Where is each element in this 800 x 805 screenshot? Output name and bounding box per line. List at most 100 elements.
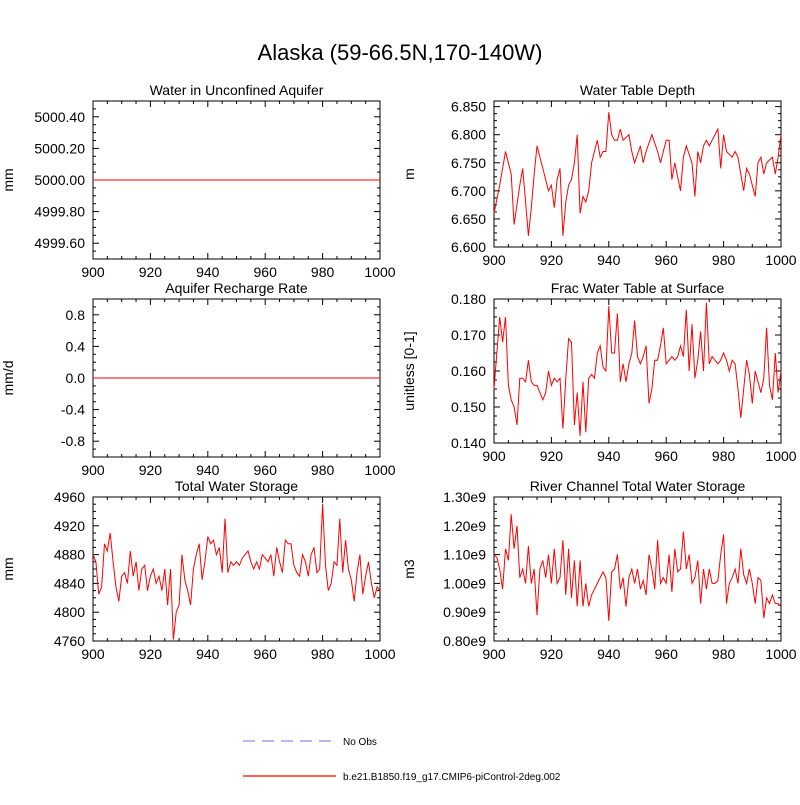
legend-model-label: b.e21.B1850.f19_g17.CMIP6-piControl-2deg… bbox=[343, 772, 561, 783]
panel-5: Total Water Storage mm 900 920 940 960 980 1000… bbox=[0, 478, 396, 662]
x-tick-label: 1000 bbox=[364, 462, 395, 478]
x-tick-label: 960 bbox=[655, 252, 679, 268]
panel-3: Aquifer Recharge Rate mm/d 900 920 940 960 980… bbox=[0, 280, 396, 478]
series-line bbox=[493, 302, 782, 436]
y-tick-label: 5000.20 bbox=[34, 140, 85, 156]
x-tick-label: 900 bbox=[81, 264, 105, 280]
x-tick-label: 920 bbox=[139, 646, 163, 662]
y-tick-label: 4880 bbox=[54, 547, 85, 563]
x-tick-label: 940 bbox=[597, 252, 621, 268]
y-axis-label: mm bbox=[0, 557, 16, 580]
y-tick-label: 5000.40 bbox=[34, 109, 85, 125]
y-tick-label: 1.00e9 bbox=[443, 575, 486, 591]
panel-1: Water in Unconfined Aquifer mm 900 920 940 96… bbox=[0, 82, 396, 280]
x-tick-label: 920 bbox=[139, 264, 163, 280]
x-tick-label: 940 bbox=[196, 264, 220, 280]
figure-title: Alaska (59-66.5N,170-140W) bbox=[257, 40, 543, 65]
y-tick-label: 0.4 bbox=[66, 338, 86, 354]
plot-frame bbox=[493, 100, 782, 248]
y-tick-label: 1.10e9 bbox=[443, 547, 486, 563]
x-tick-label: 940 bbox=[196, 646, 220, 662]
x-tick-label: 940 bbox=[597, 448, 621, 464]
y-tick-label: 0.140 bbox=[451, 435, 486, 451]
y-tick-label: 4800 bbox=[54, 604, 85, 620]
x-tick-label: 900 bbox=[482, 646, 506, 662]
x-tick-label: 920 bbox=[540, 646, 564, 662]
y-tick-label: 0.8 bbox=[66, 307, 86, 323]
y-tick-label: 0.150 bbox=[451, 399, 486, 415]
x-tick-label: 980 bbox=[311, 264, 335, 280]
x-tick-label: 960 bbox=[254, 462, 278, 478]
y-tick-label: 0.160 bbox=[451, 363, 486, 379]
y-tick-label: 0.90e9 bbox=[443, 604, 486, 620]
y-tick-label: 0.180 bbox=[451, 291, 486, 307]
legend: No Obs b.e21.B1850.f19_g17.CMIP6-piContr… bbox=[243, 737, 561, 783]
panel-title: River Channel Total Water Storage bbox=[530, 478, 746, 494]
plot-frame bbox=[92, 496, 381, 642]
y-tick-label: 1.30e9 bbox=[443, 489, 486, 505]
legend-no-obs-label: No Obs bbox=[343, 737, 377, 748]
x-tick-label: 1000 bbox=[364, 264, 395, 280]
y-tick-label: -0.4 bbox=[61, 402, 85, 418]
x-tick-label: 980 bbox=[311, 462, 335, 478]
panel-title: Frac Water Table at Surface bbox=[551, 280, 725, 296]
y-tick-label: 6.800 bbox=[451, 127, 486, 143]
y-tick-label: 6.850 bbox=[451, 99, 486, 115]
y-tick-label: 5000.00 bbox=[34, 172, 85, 188]
y-tick-label: 6.650 bbox=[451, 211, 486, 227]
plot-frame bbox=[493, 298, 782, 444]
x-tick-label: 960 bbox=[655, 448, 679, 464]
x-tick-label: 980 bbox=[712, 448, 736, 464]
x-tick-label: 1000 bbox=[364, 646, 395, 662]
y-tick-label: 4760 bbox=[54, 633, 85, 649]
x-tick-label: 900 bbox=[482, 252, 506, 268]
x-tick-label: 960 bbox=[254, 264, 278, 280]
x-tick-label: 940 bbox=[196, 462, 220, 478]
y-tick-label: 4960 bbox=[54, 489, 85, 505]
x-tick-label: 900 bbox=[81, 462, 105, 478]
y-tick-label: 1.20e9 bbox=[443, 518, 486, 534]
x-tick-label: 980 bbox=[311, 646, 335, 662]
y-axis-label: m bbox=[401, 168, 417, 180]
y-tick-label: 6.700 bbox=[451, 183, 486, 199]
x-tick-label: 1000 bbox=[765, 448, 796, 464]
y-axis-label: mm/d bbox=[0, 361, 16, 396]
panel-4: Frac Water Table at Surface unitless [0-1… bbox=[401, 280, 797, 464]
x-tick-label: 900 bbox=[81, 646, 105, 662]
panel-title: Water in Unconfined Aquifer bbox=[150, 82, 324, 98]
y-tick-label: 4999.60 bbox=[34, 235, 85, 251]
y-tick-label: 0.170 bbox=[451, 327, 486, 343]
x-tick-label: 920 bbox=[540, 252, 564, 268]
x-tick-label: 980 bbox=[712, 646, 736, 662]
y-tick-label: 0.80e9 bbox=[443, 633, 486, 649]
x-tick-label: 960 bbox=[254, 646, 278, 662]
y-axis-label: m3 bbox=[401, 559, 417, 579]
y-axis-label: mm bbox=[0, 168, 16, 191]
x-tick-label: 920 bbox=[540, 448, 564, 464]
series-line bbox=[493, 514, 782, 621]
x-tick-label: 1000 bbox=[765, 252, 796, 268]
panel-title: Aquifer Recharge Rate bbox=[165, 280, 308, 296]
panel-6: River Channel Total Water Storage m3 900 92… bbox=[401, 478, 797, 662]
x-tick-label: 900 bbox=[482, 448, 506, 464]
y-tick-label: 0.0 bbox=[66, 370, 86, 386]
x-tick-label: 980 bbox=[712, 252, 736, 268]
y-tick-label: -0.8 bbox=[61, 433, 85, 449]
y-tick-label: 4840 bbox=[54, 575, 85, 591]
series-line bbox=[493, 112, 782, 236]
series-line bbox=[92, 504, 381, 640]
x-tick-label: 940 bbox=[597, 646, 621, 662]
x-tick-label: 960 bbox=[655, 646, 679, 662]
panel-title: Water Table Depth bbox=[580, 82, 695, 98]
panel-title: Total Water Storage bbox=[175, 478, 298, 494]
x-tick-label: 920 bbox=[139, 462, 163, 478]
y-axis-label: unitless [0-1] bbox=[401, 331, 417, 410]
y-tick-label: 6.750 bbox=[451, 155, 486, 171]
panel-2: Water Table Depth m 900 920 940 960 980 1000 6.8… bbox=[401, 82, 797, 268]
y-tick-label: 4920 bbox=[54, 518, 85, 534]
y-tick-label: 6.600 bbox=[451, 239, 486, 255]
x-tick-label: 1000 bbox=[765, 646, 796, 662]
y-tick-label: 4999.80 bbox=[34, 204, 85, 220]
